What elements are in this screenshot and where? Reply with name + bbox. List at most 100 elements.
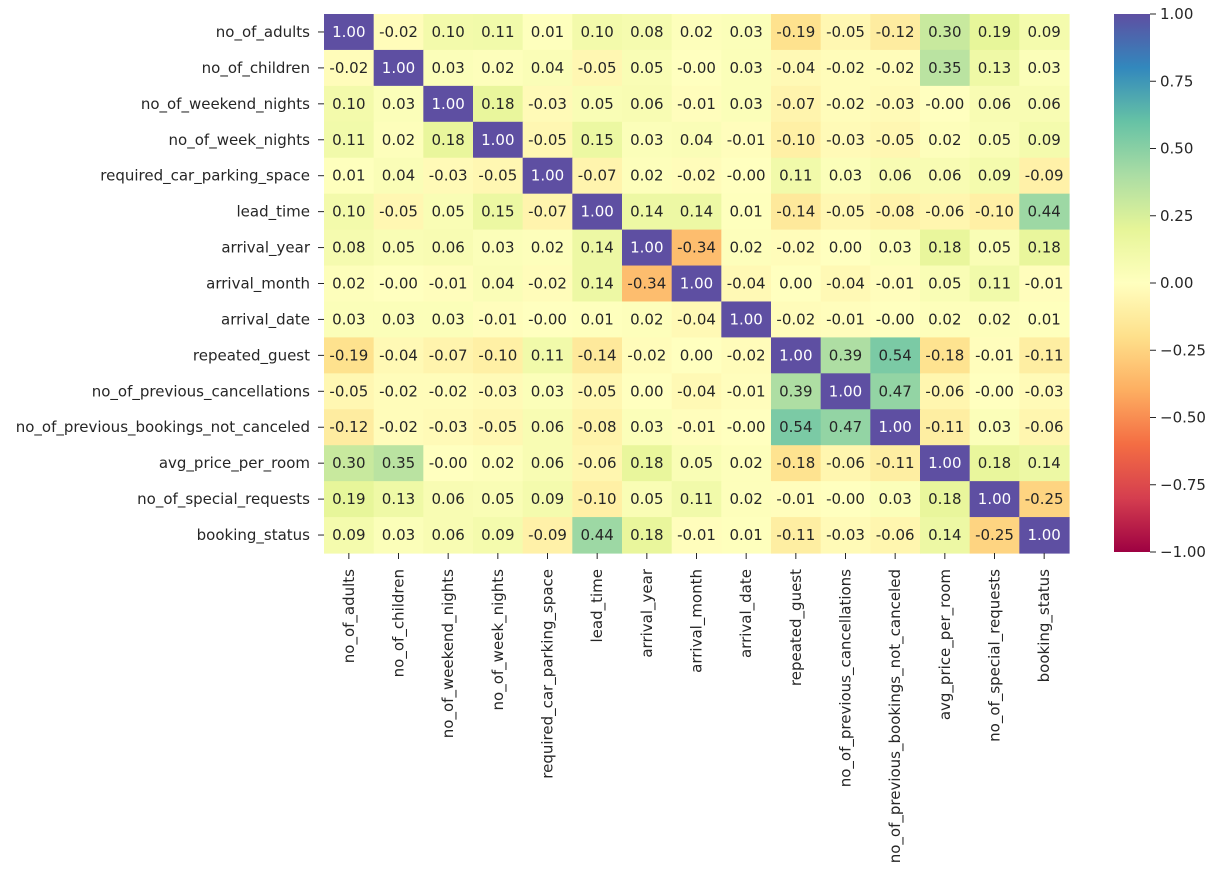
heatmap-cell-value-r5-c13: -0.10: [975, 203, 1014, 221]
heatmap-cell-r1-c3: [473, 49, 524, 87]
heatmap-cell-value-r0-c5: 0.10: [580, 23, 613, 41]
heatmap-cell-r9-c4: [522, 337, 573, 374]
heatmap-cell-r3-c0: [324, 121, 375, 159]
heatmap-cell-value-r3-c2: 0.18: [431, 131, 464, 149]
heatmap-cell-r8-c11: [870, 301, 921, 338]
heatmap-cell-r1-c1: [373, 49, 424, 87]
heatmap-cell-r12-c3: [473, 445, 524, 482]
x-axis-tick-labels: no_of_adults no_of_children no_of_weekend_…: [340, 553, 1054, 863]
heatmap-cell-r11-c13: [969, 409, 1020, 446]
heatmap-cell-r0-c13: [969, 14, 1020, 51]
heatmap-cell-r4-c10: [820, 157, 871, 195]
heatmap-cell-value-r4-c1: 0.04: [382, 167, 415, 185]
heatmap-cell-value-r11-c7: -0.01: [677, 418, 716, 436]
heatmap-cell-r6-c1: [373, 229, 424, 267]
heatmap-cell-r12-c8: [721, 445, 772, 482]
heatmap-cell-r8-c7: [671, 301, 722, 338]
heatmap-cell-value-r1-c11: -0.02: [876, 59, 915, 77]
heatmap-cell-value-r2-c14: 0.06: [1027, 95, 1060, 113]
heatmap-cell-r11-c14: [1019, 409, 1070, 446]
heatmap-cell-r1-c13: [969, 49, 1020, 87]
heatmap-cell-value-r9-c12: -0.18: [925, 346, 964, 364]
heatmap-cell-value-r7-c5: 0.14: [580, 275, 613, 293]
heatmap-cell-value-r12-c1: 0.35: [382, 454, 415, 472]
heatmap-cell-r13-c12: [920, 481, 971, 518]
heatmap-cell-value-r4-c5: -0.07: [578, 167, 617, 185]
heatmap-cell-value-r9-c6: -0.02: [627, 346, 666, 364]
heatmap-cell-value-r12-c7: 0.05: [680, 454, 713, 472]
heatmap-cell-r12-c9: [771, 445, 822, 482]
heatmap-cell-value-r7-c8: -0.04: [727, 275, 766, 293]
heatmap-cell-value-r10-c1: -0.02: [379, 382, 418, 400]
heatmap-cell-r6-c10: [820, 229, 871, 267]
heatmap-cell-r4-c4: [522, 157, 573, 195]
heatmap-cell-value-r1-c4: 0.04: [531, 59, 564, 77]
heatmap-cell-value-r7-c13: 0.11: [978, 275, 1011, 293]
heatmap-cell-r13-c9: [771, 481, 822, 518]
heatmap-cell-value-r14-c2: 0.06: [431, 526, 464, 544]
heatmap-cell-r6-c14: [1019, 229, 1070, 267]
heatmap-cell-value-r4-c8: -0.00: [727, 167, 766, 185]
heatmap-cell-r5-c9: [771, 193, 822, 231]
heatmap-cell-value-r1-c7: -0.00: [677, 59, 716, 77]
heatmap-cell-value-r0-c4: 0.01: [531, 23, 564, 41]
heatmap-cell-r12-c5: [572, 445, 623, 482]
heatmap-cell-value-r12-c11: -0.11: [876, 454, 915, 472]
heatmap-cell-r1-c10: [820, 49, 871, 87]
heatmap-cell-value-r6-c4: 0.02: [531, 239, 564, 257]
heatmap-cell-value-r0-c8: 0.03: [729, 23, 762, 41]
heatmap-cell-value-r1-c2: 0.03: [431, 59, 464, 77]
heatmap-cell-value-r14-c4: -0.09: [528, 526, 567, 544]
heatmap-cell-value-r3-c11: -0.05: [876, 131, 915, 149]
heatmap-cell-r7-c14: [1019, 265, 1070, 303]
heatmap-cell-r9-c11: [870, 337, 921, 374]
heatmap-cell-value-r11-c4: 0.06: [531, 418, 564, 436]
heatmap-cell-r10-c8: [721, 373, 772, 410]
x-tick-label: no_of_adults: [340, 569, 359, 663]
heatmap-cell-r10-c0: [324, 373, 375, 410]
heatmap-cell-r9-c13: [969, 337, 1020, 374]
heatmap-cell-value-r7-c11: -0.01: [876, 275, 915, 293]
heatmap-cell-r0-c6: [622, 14, 673, 51]
heatmap-cell-value-r3-c9: -0.10: [776, 131, 815, 149]
heatmap-cell-value-r11-c11: 1.00: [878, 418, 911, 436]
heatmap-cell-value-r9-c13: -0.01: [975, 346, 1014, 364]
heatmap-cell-value-r2-c12: -0.00: [925, 95, 964, 113]
heatmap-cell-value-r13-c9: -0.01: [776, 490, 815, 508]
heatmap-cell-r7-c1: [373, 265, 424, 303]
heatmap-cell-r0-c10: [820, 14, 871, 51]
heatmap-cell-value-r12-c4: 0.06: [531, 454, 564, 472]
heatmap-cell-r13-c1: [373, 481, 424, 518]
heatmap-cell-value-r11-c5: -0.08: [578, 418, 617, 436]
heatmap-cell-r9-c12: [920, 337, 971, 374]
x-tick-label: booking_status: [1035, 569, 1054, 683]
heatmap-cell-value-r14-c5: 0.44: [580, 526, 613, 544]
heatmap-cell-value-r8-c13: 0.02: [978, 310, 1011, 328]
y-tick-label: no_of_week_nights: [169, 131, 311, 150]
heatmap-cell-value-r2-c11: -0.03: [876, 95, 915, 113]
heatmap-cell-value-r5-c14: 0.44: [1027, 203, 1060, 221]
heatmap-cell-r9-c3: [473, 337, 524, 374]
heatmap-cell-value-r10-c2: -0.02: [429, 382, 468, 400]
heatmap-cell-r13-c13: [969, 481, 1020, 518]
y-tick-label: arrival_year: [221, 239, 310, 258]
heatmap-cell-r4-c12: [920, 157, 971, 195]
heatmap-cell-r5-c12: [920, 193, 971, 231]
heatmap-cell-value-r8-c2: 0.03: [431, 310, 464, 328]
heatmap-cell-value-r10-c10: 1.00: [829, 382, 862, 400]
heatmap-cell-r10-c12: [920, 373, 971, 410]
heatmap-cell-value-r0-c11: -0.12: [876, 23, 915, 41]
heatmap-cell-value-r3-c0: 0.11: [332, 131, 365, 149]
heatmap-cell-value-r3-c8: -0.01: [727, 131, 766, 149]
heatmap-cell-r2-c8: [721, 85, 772, 123]
heatmap-cell-value-r10-c12: -0.06: [925, 382, 964, 400]
heatmap-cell-value-r12-c2: -0.00: [429, 454, 468, 472]
heatmap-cell-value-r2-c8: 0.03: [729, 95, 762, 113]
heatmap-cell-r6-c8: [721, 229, 772, 267]
heatmap-cell-value-r14-c11: -0.06: [876, 526, 915, 544]
heatmap-cell-value-r5-c0: 0.10: [332, 203, 365, 221]
heatmap-cell-value-r13-c12: 0.18: [928, 490, 961, 508]
heatmap-cell-value-r3-c3: 1.00: [481, 131, 514, 149]
heatmap-cell-r11-c0: [324, 409, 375, 446]
